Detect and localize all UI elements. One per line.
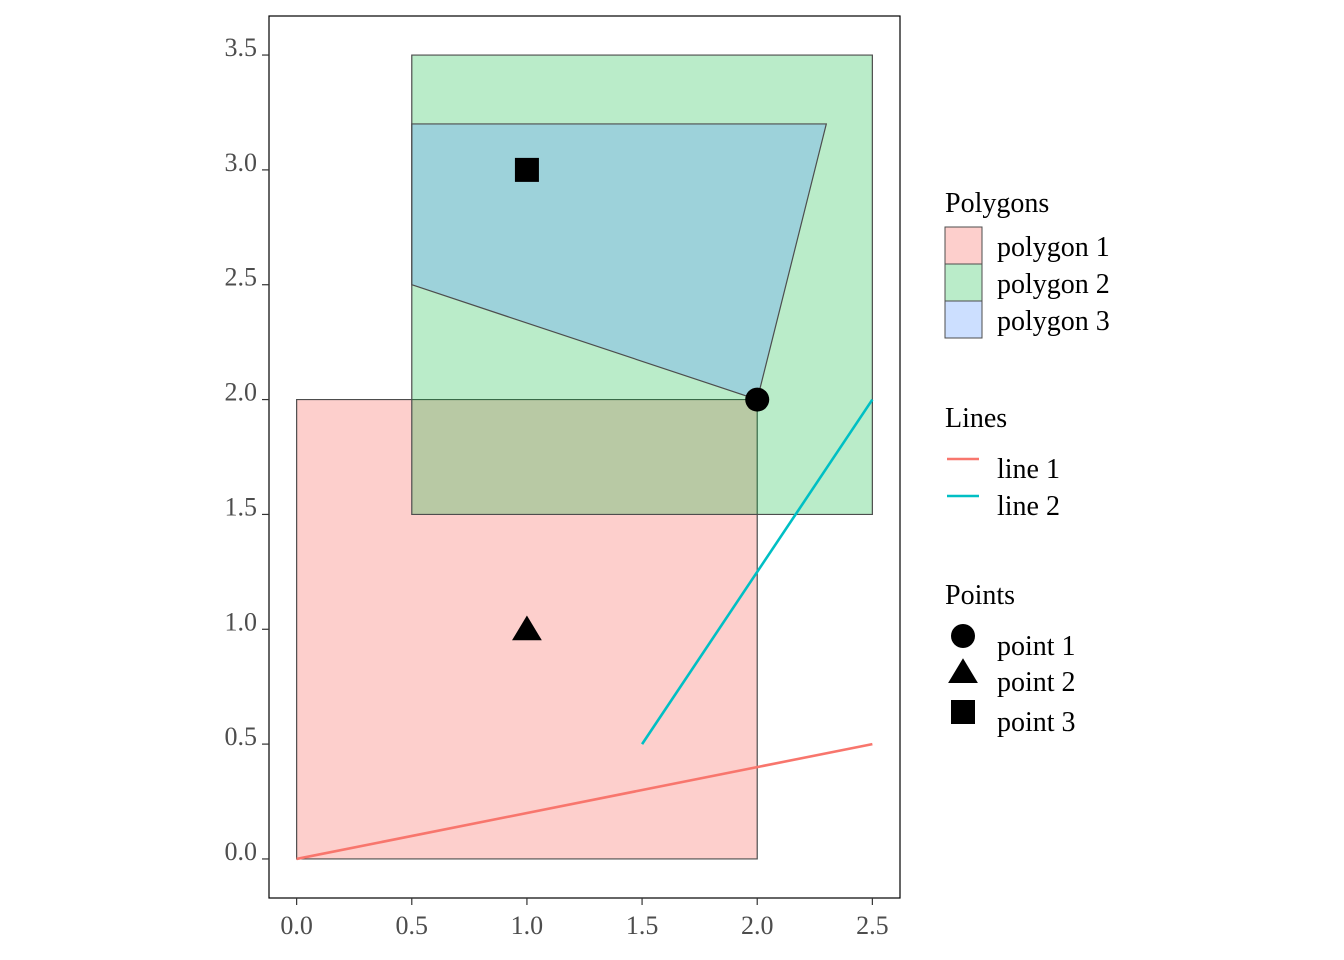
polygon-layer [296, 54, 873, 860]
y-tick-label: 0.5 [225, 722, 258, 751]
panel-border [268, 15, 901, 899]
line-2 [640, 398, 874, 745]
legend-key-polygon-1 [944, 226, 983, 265]
y-tick-label: 1.5 [225, 492, 258, 521]
y-tick-label: 0.0 [225, 837, 258, 866]
x-tick-label: 2.0 [741, 911, 774, 940]
point-2 [512, 615, 542, 641]
legend-key-polygon-3 [944, 300, 983, 339]
legend-label-polygon-2: polygon 2 [997, 269, 1110, 300]
legend-label-point-1: point 1 [997, 631, 1076, 662]
legend-label-point-2: point 2 [997, 667, 1076, 698]
legend-key-point-3 [951, 700, 975, 724]
y-tick-label: 2.5 [225, 263, 258, 292]
x-tick-label: 2.5 [856, 911, 889, 940]
point-3 [514, 157, 539, 182]
legend-key-point-2 [948, 658, 978, 684]
x-tick-label: 0.0 [280, 911, 313, 940]
legend-title-lines: Lines [945, 403, 1007, 434]
legend-label-point-3: point 3 [997, 707, 1076, 738]
polygon-3 [411, 123, 828, 401]
legend-title-polygons: Polygons [945, 188, 1049, 219]
legend: Polygons Lines Points polygon 1 polygon 2… [944, 188, 1110, 738]
point-layer [512, 157, 770, 641]
y-tick-label: 3.0 [225, 148, 258, 177]
y-tick-label: 1.0 [225, 607, 258, 636]
y-tick-label: 3.5 [225, 33, 258, 62]
y-tick-label: 2.0 [225, 378, 258, 407]
line-1 [296, 742, 873, 861]
line-layer [296, 398, 874, 861]
legend-label-polygon-1: polygon 1 [997, 232, 1110, 263]
legend-key-polygon-2 [944, 263, 983, 302]
axes: 0.0 0.5 1.0 1.5 2.0 2.5 0.0 0.5 1.0 1.5 2.0 2.5 3.0 3… [225, 33, 889, 940]
point-1 [745, 387, 770, 412]
plot-panel [268, 15, 901, 899]
legend-label-line-1: line 1 [997, 454, 1060, 485]
x-tick-label: 1.0 [511, 911, 544, 940]
legend-key-point-1 [951, 624, 975, 648]
x-tick-label: 1.5 [626, 911, 659, 940]
legend-label-line-2: line 2 [997, 491, 1060, 522]
legend-label-polygon-3: polygon 3 [997, 306, 1110, 337]
legend-title-points: Points [945, 580, 1015, 611]
x-tick-label: 0.5 [396, 911, 429, 940]
